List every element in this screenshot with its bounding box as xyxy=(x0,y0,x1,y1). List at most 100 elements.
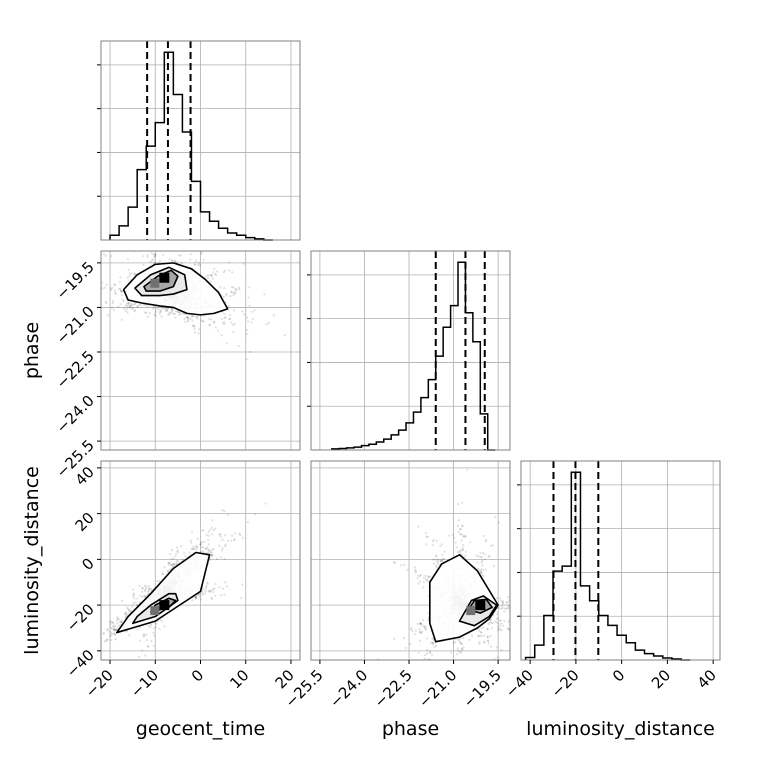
sample-point xyxy=(238,288,241,291)
sample-point xyxy=(210,596,213,600)
sample-point xyxy=(419,622,422,626)
sample-point xyxy=(499,624,502,627)
sample-point xyxy=(30,700,32,702)
sample-point xyxy=(214,326,217,329)
sample-point xyxy=(201,593,204,597)
sample-point xyxy=(477,555,480,558)
sample-point xyxy=(160,620,163,623)
sample-point xyxy=(198,328,201,331)
sample-point xyxy=(486,627,489,630)
sample-point xyxy=(479,570,483,573)
sample-point xyxy=(428,651,432,654)
sample-point xyxy=(230,290,234,294)
sample-point xyxy=(191,319,194,322)
sample-point xyxy=(141,590,144,593)
sample-point xyxy=(171,310,174,313)
sample-point xyxy=(108,620,111,623)
sample-point xyxy=(492,565,495,568)
sample-point xyxy=(459,549,462,552)
sample-point xyxy=(115,629,118,632)
sample-point xyxy=(461,642,464,646)
sample-point xyxy=(231,323,234,326)
sample-point xyxy=(248,286,251,289)
x-tick-label: −22.5 xyxy=(371,666,416,711)
sample-point xyxy=(201,592,204,595)
sample-point xyxy=(91,639,93,641)
sample-point xyxy=(141,649,144,652)
sample-point xyxy=(171,244,173,246)
sample-point xyxy=(431,641,434,645)
sample-point xyxy=(223,316,226,319)
sample-point xyxy=(92,632,94,634)
sample-point xyxy=(243,313,246,316)
sample-point xyxy=(152,631,155,634)
sample-point xyxy=(426,637,429,640)
sample-point xyxy=(195,546,198,549)
sample-point xyxy=(209,551,212,554)
sample-point xyxy=(492,621,495,625)
sample-point xyxy=(206,276,210,280)
sample-point xyxy=(223,558,226,561)
sample-point xyxy=(230,539,233,542)
sample-point xyxy=(479,630,483,634)
sample-point xyxy=(515,611,517,613)
sample-point xyxy=(305,328,307,330)
sample-point xyxy=(212,588,215,591)
sample-point xyxy=(180,312,183,316)
sample-point xyxy=(507,620,510,623)
sample-point xyxy=(193,331,196,334)
sample-point xyxy=(133,272,136,275)
sample-point xyxy=(432,538,435,542)
sample-point xyxy=(233,538,236,541)
sample-point xyxy=(402,636,405,640)
sample-point xyxy=(435,566,438,569)
sample-point xyxy=(175,261,178,264)
sample-point xyxy=(211,519,214,522)
sample-point xyxy=(424,578,428,581)
sample-point xyxy=(199,543,202,546)
sample-point xyxy=(228,269,231,272)
sample-point xyxy=(455,661,457,663)
sample-point xyxy=(230,321,233,324)
histogram-panel-geocent_time xyxy=(97,40,301,241)
sample-point xyxy=(513,602,515,604)
sample-point xyxy=(226,539,229,542)
sample-point xyxy=(183,317,186,321)
sample-point xyxy=(251,317,254,321)
sample-point xyxy=(170,557,173,560)
contour-line xyxy=(134,266,188,297)
sample-point xyxy=(436,558,440,561)
sample-point xyxy=(154,626,158,629)
sample-point xyxy=(483,640,486,643)
sample-point xyxy=(429,650,432,654)
sample-point xyxy=(175,562,178,565)
sample-point xyxy=(419,573,423,577)
sample-point xyxy=(437,563,440,566)
sample-point xyxy=(413,569,417,572)
sample-point xyxy=(200,540,203,544)
sample-point xyxy=(173,260,177,263)
sample-point xyxy=(127,609,130,612)
sample-point xyxy=(202,550,205,554)
sample-point xyxy=(490,627,494,630)
sample-point xyxy=(250,310,253,313)
sample-point xyxy=(416,622,419,625)
sample-point xyxy=(459,666,461,668)
sample-point xyxy=(478,642,481,645)
y-axis-label-phase: phase xyxy=(21,322,43,379)
sample-point xyxy=(207,551,210,554)
sample-point xyxy=(171,259,174,262)
sample-point xyxy=(188,551,191,554)
sample-point xyxy=(196,546,199,549)
sample-point xyxy=(488,555,491,558)
sample-point xyxy=(132,592,135,595)
sample-point xyxy=(106,629,109,632)
sample-point xyxy=(212,547,215,550)
sample-point xyxy=(201,529,204,532)
sample-point xyxy=(245,316,249,319)
sample-point xyxy=(456,649,459,652)
sample-point xyxy=(205,275,208,278)
sample-point xyxy=(205,533,208,536)
sample-point xyxy=(64,652,66,654)
sample-point xyxy=(246,520,249,524)
